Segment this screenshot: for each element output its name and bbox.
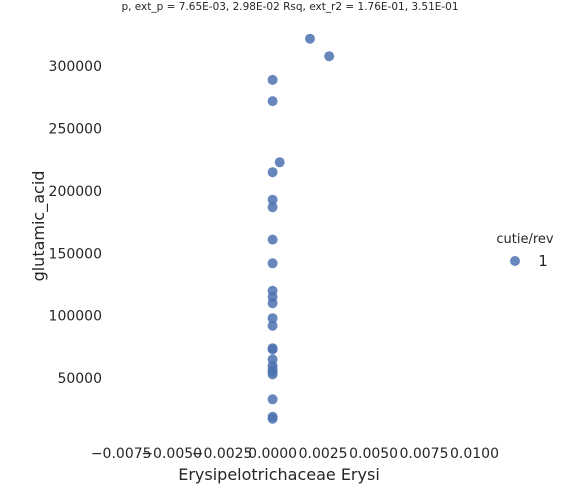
- data-point: [324, 51, 335, 62]
- data-point: [267, 369, 278, 380]
- x-tick-label: 0.0025: [299, 446, 348, 462]
- data-point: [267, 74, 278, 85]
- data-point: [267, 344, 278, 355]
- data-point: [267, 96, 278, 107]
- legend: cutie/rev 1: [496, 232, 554, 270]
- data-point: [267, 258, 278, 269]
- y-tick-label: 200000: [49, 184, 102, 200]
- y-tick-label: 100000: [49, 309, 102, 325]
- data-point: [267, 298, 278, 309]
- data-point: [267, 320, 278, 331]
- y-tick-label: 50000: [57, 371, 102, 387]
- data-point: [274, 157, 285, 168]
- data-point: [267, 202, 278, 213]
- plot-area: [267, 33, 335, 424]
- x-tick-label: −0.0075: [91, 446, 152, 462]
- data-point: [267, 394, 278, 405]
- x-tick-label: 0.0000: [248, 446, 297, 462]
- y-tick-label: 300000: [49, 59, 102, 75]
- data-point: [267, 413, 278, 424]
- data-point: [267, 313, 278, 324]
- y-tick-label: 250000: [49, 122, 102, 138]
- data-point: [267, 167, 278, 178]
- legend-marker: [510, 256, 520, 266]
- x-tick-label: −0.0025: [192, 446, 253, 462]
- y-axis-label: glutamic_acid: [29, 171, 49, 282]
- chart-title: p, ext_p = 7.65E-03, 2.98E-02 Rsq, ext_r…: [121, 1, 458, 13]
- y-axis: 50000 100000 150000 200000 250000 300000: [49, 59, 102, 387]
- x-tick-label: 0.0075: [400, 446, 449, 462]
- x-tick-label: 0.0050: [349, 446, 398, 462]
- data-point: [267, 194, 278, 205]
- legend-title: cutie/rev: [496, 232, 554, 247]
- x-tick-label: 0.0100: [450, 446, 499, 462]
- legend-label: 1: [538, 252, 548, 270]
- x-tick-label: −0.0050: [141, 446, 202, 462]
- y-tick-label: 150000: [49, 246, 102, 262]
- data-point: [305, 33, 315, 44]
- x-axis-label: Erysipelotrichaceae Erysi: [178, 465, 380, 484]
- data-point: [267, 234, 278, 245]
